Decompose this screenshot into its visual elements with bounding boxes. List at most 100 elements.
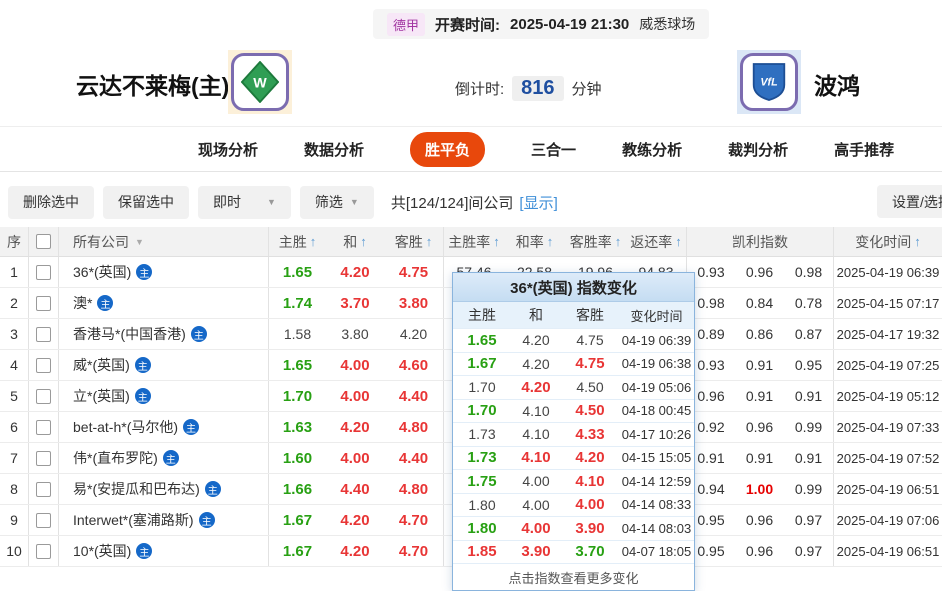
odds-value[interactable]: 1.65 [268,257,326,287]
company-count-text: 共[124/124]间公司 [390,194,514,212]
nav-tab[interactable]: 胜平负 [410,131,486,167]
row-checkbox[interactable] [36,326,51,342]
chevron-down-icon: ▼ [267,197,276,207]
popup-title: 36*(英国) 指数变化 [453,273,694,302]
column-header-return-rate[interactable]: 返还率 ↑ [630,233,682,250]
odds-value[interactable]: 1.70 [268,381,326,411]
odds-value[interactable]: 1.74 [268,288,326,318]
row-checkbox[interactable] [36,357,51,373]
row-checkbox[interactable] [36,481,51,497]
row-checkbox[interactable] [36,450,51,466]
table-header: 序 所有公司 ▼ 主胜 ↑ 和 ↑ 客胜 ↑ 主胜率 ↑ 和率 ↑ 客胜率 ↑ 返还率 ↑ 凯… [0,227,942,257]
odds-value[interactable]: 1.63 [268,412,326,442]
sort-asc-icon: ↑ [675,234,682,249]
select-all-checkbox[interactable] [36,234,51,249]
company-name[interactable]: 威*(英国) 主 [58,350,268,380]
column-header-change-time[interactable]: 变化时间 ↑ [833,227,942,256]
row-number: 4 [10,357,18,373]
odds-value[interactable]: 1.58 [268,319,326,349]
kelly-value: 0.97 [794,543,823,559]
column-header-draw[interactable]: 和 ↑ [343,233,367,250]
company-name[interactable]: 10*(英国) 主 [58,536,268,566]
company-name[interactable]: 香港马*(中国香港) 主 [58,319,268,349]
row-checkbox[interactable] [36,388,51,404]
nav-tab[interactable]: 高手推荐 [834,141,895,159]
filter-dropdown[interactable]: 筛选 ▼ [299,185,374,219]
company-name[interactable]: 36*(英国) 主 [58,257,268,287]
company-name[interactable]: bet-at-h*(马尔他) 主 [58,412,268,442]
odds-value[interactable]: 1.60 [268,443,326,473]
odds-value[interactable]: 4.80 [398,418,429,436]
odds-value[interactable]: 3.80 [398,294,429,312]
odds-value[interactable]: 1.67 [268,536,326,566]
odds-value[interactable]: 3.80 [341,326,369,342]
popup-odds-value: 1.67 [467,355,497,373]
popup-odds-value: 1.80 [467,519,497,537]
popup-row: 1.80 4.00 3.90 04-14 08:03 [453,516,694,540]
row-checkbox[interactable] [36,419,51,435]
sort-asc-icon: ↑ [914,234,921,249]
odds-value[interactable]: 4.70 [398,542,429,560]
rate-value [443,381,504,411]
odds-value[interactable]: 4.75 [398,263,429,281]
company-name[interactable]: 澳* 主 [58,288,268,318]
odds-value[interactable]: 4.20 [399,326,428,342]
index-change-popup: 36*(英国) 指数变化 主胜 和 客胜 变化时间 1.65 4.20 4.75 04… [452,272,695,591]
nav-tab[interactable]: 现场分析 [198,141,259,159]
popup-odds-value: 1.80 [468,496,496,513]
popup-odds-value: 4.33 [575,425,605,443]
popup-footer-hint: 点击指数查看更多变化 [453,563,694,590]
company-name[interactable]: 伟*(直布罗陀) 主 [58,443,268,473]
column-header-company[interactable]: 所有公司 ▼ [58,227,268,256]
odds-value[interactable]: 4.70 [398,511,429,529]
settings-button[interactable]: 设置/选择 [877,185,942,218]
odds-value[interactable]: 4.80 [398,480,429,498]
instant-dropdown[interactable]: 即时 ▼ [198,185,291,219]
row-number: 10 [6,543,22,559]
popup-column-headers: 主胜 和 客胜 变化时间 [453,302,694,328]
row-checkbox[interactable] [36,512,51,528]
odds-value[interactable]: 1.66 [268,474,326,504]
odds-value[interactable]: 4.00 [340,356,370,374]
row-number: 7 [10,450,18,466]
kelly-value: 1.00 [745,481,774,497]
league-badge[interactable]: 德甲 [387,12,426,36]
odds-value[interactable]: 4.00 [340,449,370,467]
row-checkbox[interactable] [36,264,51,280]
column-header-away-rate[interactable]: 客胜率 ↑ [569,233,622,250]
odds-value[interactable]: 4.20 [340,511,370,529]
popup-odds-value: 1.70 [468,379,496,396]
row-checkbox[interactable] [36,295,51,311]
column-header-draw-rate[interactable]: 和率 ↑ [515,233,554,250]
odds-value[interactable]: 1.67 [268,505,326,535]
odds-value[interactable]: 4.40 [398,449,429,467]
odds-value[interactable]: 4.20 [340,542,370,560]
main-badge-icon: 主 [162,450,179,466]
column-header-home-win[interactable]: 主胜 ↑ [268,227,326,256]
odds-value[interactable]: 4.60 [398,356,429,374]
nav-tab[interactable]: 教练分析 [622,141,683,159]
sort-asc-icon: ↑ [493,234,500,249]
keep-selected-button[interactable]: 保留选中 [103,185,189,219]
nav-tab[interactable]: 裁判分析 [728,141,789,159]
odds-value[interactable]: 1.65 [268,350,326,380]
odds-value[interactable]: 4.20 [340,263,370,281]
column-header-away-win[interactable]: 客胜 ↑ [394,233,433,250]
odds-value[interactable]: 3.70 [340,294,370,312]
company-name[interactable]: 立*(英国) 主 [58,381,268,411]
odds-value[interactable]: 4.20 [340,418,370,436]
company-name[interactable]: Interwet*(塞浦路斯) 主 [58,505,268,535]
odds-value[interactable]: 4.40 [398,387,429,405]
nav-tab[interactable]: 三合一 [531,141,577,159]
row-checkbox-cell [28,505,58,535]
change-time: 2025-04-19 06:51 [833,536,942,566]
company-name[interactable]: 易*(安提瓜和巴布达) 主 [58,474,268,504]
column-header-home-rate[interactable]: 主胜率 ↑ [443,227,504,256]
show-link[interactable]: [显示] [519,194,558,212]
row-checkbox[interactable] [36,543,51,559]
delete-selected-button[interactable]: 删除选中 [8,185,94,219]
kelly-value: 0.99 [794,481,823,497]
nav-tab[interactable]: 数据分析 [304,141,365,159]
odds-value[interactable]: 4.00 [340,387,370,405]
odds-value[interactable]: 4.40 [340,480,370,498]
